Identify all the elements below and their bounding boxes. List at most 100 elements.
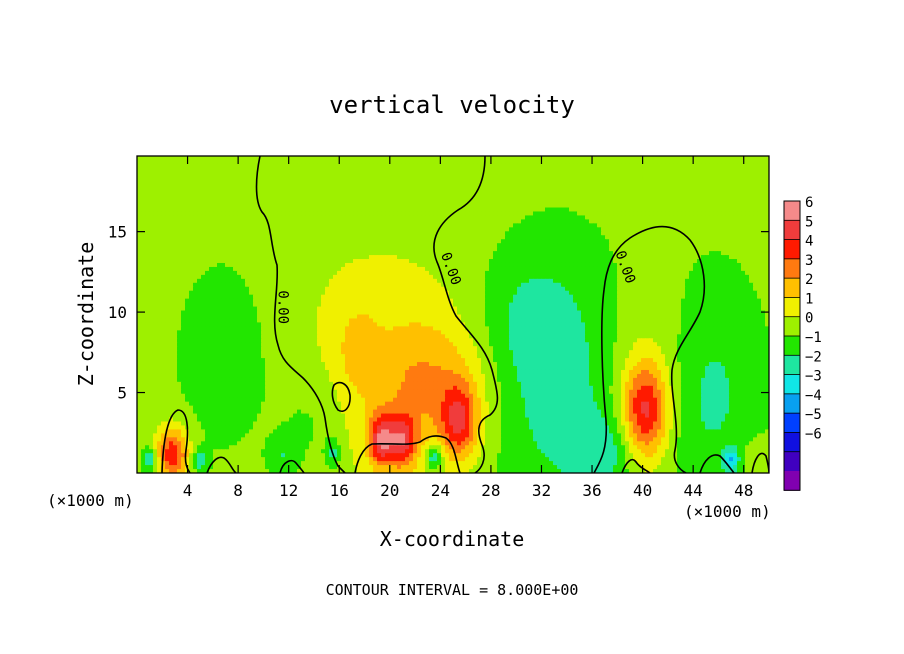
heatmap-cell [241, 266, 246, 272]
heatmap-cell [369, 227, 374, 232]
heatmap-cell [173, 262, 178, 268]
heatmap-cell [393, 215, 398, 220]
heatmap-cell [289, 159, 294, 165]
heatmap-cell [361, 167, 366, 173]
heatmap-cell [685, 195, 690, 201]
heatmap-cell [425, 266, 430, 272]
heatmap-cell [457, 179, 462, 185]
heatmap-cell [541, 207, 546, 213]
heatmap-cell [589, 195, 594, 201]
heatmap-cell [309, 227, 314, 232]
heatmap-cell [637, 239, 642, 244]
heatmap-cell [641, 274, 646, 280]
heatmap-cell [745, 251, 750, 256]
heatmap-cell [753, 199, 758, 205]
heatmap-cell [333, 251, 338, 256]
heatmap-cell [533, 243, 538, 248]
heatmap-cell [525, 211, 530, 217]
heatmap-cell [241, 239, 246, 244]
heatmap-cell [765, 199, 769, 205]
heatmap-cell [317, 191, 322, 197]
heatmap-cell [145, 255, 150, 260]
heatmap-cell [573, 207, 578, 213]
heatmap-cell [193, 156, 198, 161]
heatmap-cell [597, 235, 602, 240]
heatmap-cell [721, 175, 726, 181]
heatmap-cell [709, 243, 714, 248]
heatmap-cell [649, 231, 654, 236]
heatmap-cell [333, 191, 338, 197]
heatmap-cell [401, 231, 406, 236]
heatmap-cell [537, 167, 542, 173]
heatmap-cell [401, 266, 406, 272]
heatmap-cell [365, 159, 370, 165]
heatmap-cell [741, 255, 746, 260]
heatmap-cell [697, 171, 702, 177]
heatmap-cell [237, 163, 242, 169]
heatmap-cell [281, 274, 286, 280]
heatmap-cell [577, 266, 582, 272]
heatmap-cell [497, 215, 502, 220]
heatmap-cell [225, 274, 230, 280]
heatmap-cell [633, 215, 638, 220]
heatmap-cell [273, 195, 278, 201]
heatmap-cell [665, 215, 670, 220]
heatmap-cell [381, 191, 386, 197]
heatmap-cell [189, 171, 194, 177]
heatmap-cell [253, 243, 258, 248]
heatmap-cell [205, 219, 210, 224]
heatmap-cell [397, 278, 402, 284]
heatmap-cell [749, 239, 754, 244]
heatmap-cell [253, 239, 258, 244]
heatmap-cell [489, 278, 494, 284]
heatmap-cell [613, 255, 618, 260]
heatmap-cell [673, 199, 678, 205]
heatmap-cell [625, 171, 630, 177]
heatmap-cell [485, 223, 490, 228]
heatmap-cell [181, 270, 186, 276]
heatmap-cell [673, 171, 678, 177]
heatmap-cell [753, 195, 758, 201]
heatmap-cell [609, 223, 614, 228]
heatmap-cell [281, 239, 286, 244]
heatmap-cell [165, 239, 170, 244]
heatmap-cell [485, 235, 490, 240]
heatmap-cell [609, 262, 614, 268]
heatmap-cell [541, 247, 546, 252]
heatmap-cell [501, 247, 506, 252]
heatmap-cell [425, 262, 430, 268]
heatmap-cell [561, 251, 566, 256]
heatmap-cell [677, 259, 682, 264]
heatmap-cell [385, 215, 390, 220]
heatmap-cell [149, 191, 154, 197]
heatmap-cell [241, 223, 246, 228]
heatmap-cell [729, 247, 734, 252]
heatmap-cell [397, 179, 402, 185]
heatmap-cell [373, 183, 378, 189]
heatmap-cell [553, 262, 558, 268]
heatmap-cell [269, 183, 274, 189]
heatmap-cell [293, 215, 298, 220]
heatmap-cell [701, 163, 706, 169]
heatmap-cell [753, 255, 758, 260]
heatmap-cell [245, 243, 250, 248]
heatmap-cell [185, 215, 190, 220]
heatmap-cell [369, 219, 374, 224]
heatmap-cell [309, 156, 314, 161]
heatmap-cell [153, 211, 158, 217]
heatmap-cell [197, 270, 202, 276]
heatmap-cell [141, 223, 146, 228]
heatmap-cell [521, 199, 526, 205]
heatmap-cell [749, 223, 754, 228]
heatmap-cell [557, 223, 562, 228]
heatmap-cell [705, 199, 710, 205]
heatmap-cell [641, 203, 646, 209]
heatmap-cell [441, 211, 446, 217]
heatmap-cell [437, 207, 442, 213]
heatmap-cell [397, 262, 402, 268]
heatmap-cell [541, 231, 546, 236]
heatmap-cell [537, 215, 542, 220]
heatmap-cell [645, 239, 650, 244]
heatmap-cell [157, 175, 162, 181]
heatmap-cell [393, 255, 398, 260]
